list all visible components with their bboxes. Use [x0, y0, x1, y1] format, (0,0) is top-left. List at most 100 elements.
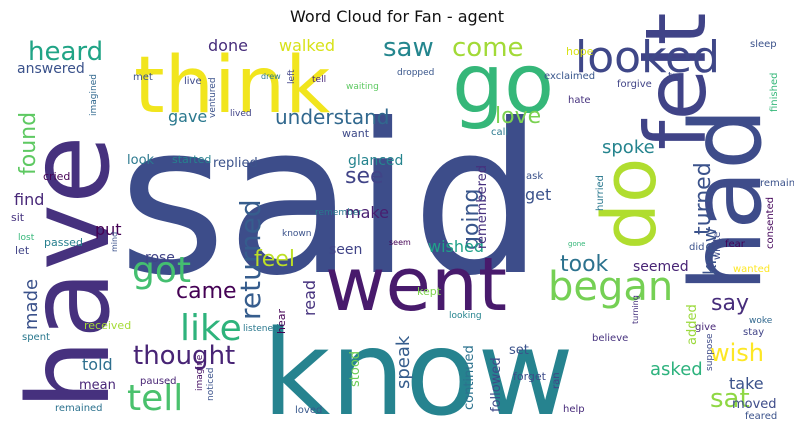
cloud-word-paused: paused: [140, 376, 177, 387]
cloud-word-woke: woke: [749, 316, 773, 326]
cloud-word-lost: lost: [18, 233, 35, 243]
cloud-word-ask: ask: [526, 171, 543, 182]
cloud-word-ran: ran: [551, 372, 562, 389]
cloud-word-gone: gone: [568, 240, 585, 248]
cloud-word-imagined: imagined: [89, 74, 99, 116]
cloud-word-want: want: [342, 127, 370, 140]
cloud-word-followed: followed: [489, 357, 504, 412]
cloud-word-added: added: [685, 304, 700, 345]
cloud-word-left: left: [287, 69, 297, 84]
cloud-word-answered: answered: [17, 61, 85, 77]
cloud-word-spent: spent: [22, 332, 50, 343]
cloud-word-sleep: sleep: [750, 39, 777, 50]
cloud-word-told: told: [82, 355, 113, 374]
cloud-word-come: come: [452, 33, 524, 63]
cloud-word-wrote: wrote: [712, 232, 723, 260]
cloud-word-wish: wish: [710, 339, 764, 367]
cloud-word-walked: walked: [279, 36, 335, 55]
cloud-word-feel: feel: [254, 247, 295, 272]
chart-title: Word Cloud for Fan - agent: [290, 7, 504, 26]
cloud-word-help: help: [563, 404, 585, 415]
cloud-word-loved: loved: [295, 405, 322, 416]
cloud-word-set: set: [509, 343, 529, 358]
cloud-word-forgive: forgive: [617, 79, 652, 90]
cloud-word-consented: consented: [765, 197, 776, 249]
cloud-word-mean: mean: [79, 378, 116, 393]
cloud-word-sat: sat: [710, 384, 750, 414]
cloud-word-imagine: imagine: [195, 354, 205, 391]
cloud-word-remain: remain: [760, 178, 794, 189]
cloud-word-seemed: seemed: [633, 259, 689, 275]
cloud-word-looked: looked: [575, 32, 720, 83]
cloud-word-wanted: wanted: [733, 264, 770, 275]
cloud-word-take: take: [729, 374, 764, 393]
cloud-word-seen: seen: [329, 242, 362, 258]
cloud-word-try: try: [668, 71, 682, 82]
cloud-word-do: do: [587, 158, 673, 250]
cloud-word-felt: felt: [627, 12, 725, 150]
cloud-word-exclaimed: exclaimed: [544, 71, 595, 82]
cloud-word-go: go: [452, 37, 554, 132]
cloud-word-gave: gave: [168, 107, 207, 126]
cloud-word-had: had: [670, 108, 784, 292]
cloud-word-began: began: [548, 264, 673, 310]
cloud-word-remained: remained: [55, 403, 103, 414]
cloud-word-read: read: [300, 280, 319, 316]
cloud-word-turning: turning: [631, 295, 640, 324]
cloud-word-went: went: [325, 242, 507, 328]
cloud-word-noticed: noticed: [206, 368, 216, 401]
cloud-word-look: look: [127, 153, 155, 168]
cloud-word-mind: mind: [110, 232, 119, 252]
cloud-word-did: did: [689, 242, 704, 253]
cloud-word-going: going: [459, 189, 484, 250]
cloud-word-waiting: waiting: [346, 82, 379, 92]
cloud-word-feared: feared: [745, 411, 777, 422]
cloud-word-wished: wished: [428, 237, 484, 256]
cloud-word-heard: heard: [28, 37, 103, 67]
cloud-word-stay: stay: [743, 327, 764, 338]
cloud-word-made: made: [21, 279, 42, 330]
cloud-word-like: like: [180, 308, 242, 349]
cloud-word-live: live: [184, 76, 202, 87]
cloud-word-continued: continued: [462, 345, 477, 410]
cloud-word-rose: rose: [145, 250, 175, 266]
cloud-word-know: know: [262, 304, 574, 429]
cloud-word-hear: hear: [275, 309, 288, 334]
cloud-word-see: see: [345, 164, 384, 189]
cloud-word-drew: drew: [261, 72, 281, 81]
cloud-word-saw: saw: [383, 33, 434, 63]
cloud-word-received: received: [84, 319, 131, 332]
cloud-word-remembered: remembered: [475, 165, 490, 249]
cloud-word-glanced: glanced: [348, 153, 403, 169]
cloud-word-started: started: [172, 153, 211, 166]
cloud-word-found: found: [16, 112, 41, 175]
cloud-word-came: came: [176, 279, 237, 304]
cloud-word-known: known: [282, 229, 312, 239]
cloud-word-understand: understand: [275, 105, 389, 129]
cloud-word-put: put: [95, 220, 122, 239]
cloud-word-knew: knew: [700, 227, 721, 275]
cloud-word-met: met: [133, 72, 153, 83]
cloud-word-speak: speak: [393, 335, 414, 389]
cloud-word-ventured: ventured: [208, 77, 218, 118]
cloud-word-lived: lived: [230, 109, 252, 119]
cloud-word-sit: sit: [11, 211, 25, 224]
cloud-word-tell: tell: [127, 378, 183, 419]
cloud-word-love: love: [495, 104, 541, 129]
cloud-word-said: said: [118, 80, 544, 322]
cloud-word-suppose: suppose: [705, 333, 715, 371]
cloud-word-hope: hope: [566, 45, 594, 58]
cloud-word-make: make: [345, 203, 389, 222]
cloud-word-spoke: spoke: [602, 137, 655, 158]
cloud-word-find: find: [14, 190, 44, 209]
cloud-word-give: give: [695, 322, 716, 333]
cloud-word-done: done: [208, 36, 248, 55]
cloud-word-turned: turned: [691, 162, 716, 235]
cloud-word-took: took: [560, 252, 609, 277]
cloud-word-moved: moved: [732, 397, 777, 412]
cloud-word-listened: listened: [243, 324, 279, 334]
cloud-word-thought: thought: [133, 341, 235, 371]
cloud-word-fear: fear: [725, 239, 746, 250]
cloud-word-get: get: [525, 185, 551, 204]
